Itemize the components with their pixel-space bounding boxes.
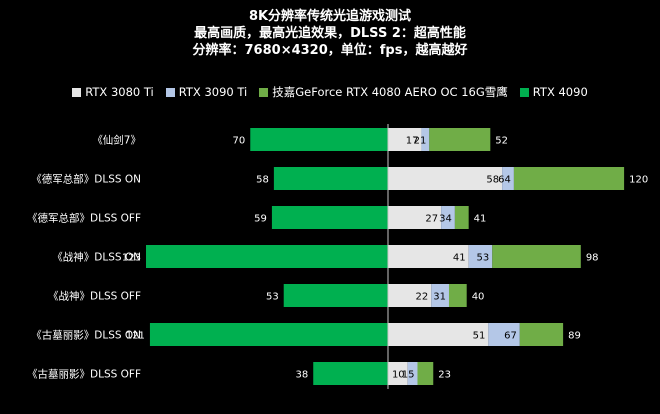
bar-rtx4090 [273, 167, 388, 190]
chart-title: 8K分辨率传统光追游戏测试 [248, 9, 412, 24]
chart-subtitle-2: 分辨率：7680×4320，单位：fps，越高越好 [192, 43, 468, 58]
value-label-inside: 34 [439, 214, 452, 225]
chart-titles: 8K分辨率传统光追游戏测试 最高画质，最高光追效果，DLSS 2：超高性能 分辨… [0, 8, 660, 59]
value-label-rtx4090: 59 [254, 214, 267, 225]
legend-swatch [519, 87, 529, 97]
bar-rtx3080ti [388, 167, 503, 190]
value-label-inside: 22 [416, 292, 429, 303]
legend-item-rtx4090: RTX 4090 [519, 84, 588, 100]
category-label: 《德军总部》DLSS ON [31, 173, 141, 186]
bar-rtx4090 [146, 245, 388, 268]
value-label-inside: 58 [486, 175, 499, 186]
bar-rtx3080ti [388, 245, 469, 268]
value-label-rtx4090: 58 [256, 175, 269, 186]
category-label: 《古墓丽影》DLSS ON [31, 329, 141, 342]
chart-legend: RTX 3080 Ti RTX 3090 Ti 技嘉GeForce RTX 40… [0, 84, 660, 100]
bar-rtx3080ti [388, 284, 432, 307]
value-label-inside: 31 [433, 292, 446, 303]
value-label-inside: 67 [504, 331, 517, 342]
category-label: 《仙剑7》 [92, 134, 141, 147]
bar-geforcertx4080aerooc16g [513, 167, 625, 190]
bar-rtx4090 [283, 284, 388, 307]
value-label-inside: 15 [402, 370, 415, 381]
value-label-rtx4080: 98 [586, 253, 599, 264]
value-label-inside: 51 [473, 331, 486, 342]
legend-item-rtx3090ti: RTX 3090 Ti [165, 84, 248, 100]
value-label-rtx4090: 121 [126, 331, 145, 342]
bar-rtx3080ti [388, 206, 442, 229]
bar-rtx4090 [271, 206, 388, 229]
category-label: 《德军总部》DLSS OFF [27, 212, 141, 225]
value-label-rtx4080: 23 [438, 370, 451, 381]
value-label-rtx4090: 70 [233, 136, 246, 147]
value-label-rtx4080: 52 [495, 136, 508, 147]
value-label-inside: 41 [453, 253, 466, 264]
value-label-rtx4080: 41 [474, 214, 487, 225]
value-label-rtx4090: 123 [122, 253, 141, 264]
legend-item-rtx3080ti: RTX 3080 Ti [72, 84, 154, 100]
category-label: 《战神》DLSS ON [52, 251, 141, 264]
bar-rtx3080ti [388, 362, 408, 385]
legend-label: RTX 4090 [532, 85, 588, 99]
bar-rtx4090 [250, 128, 388, 151]
bar-geforcertx4080aerooc16g [519, 323, 564, 346]
bar-rtx3090ti [421, 128, 430, 151]
legend-swatch [72, 87, 82, 97]
bar-rtx3080ti [388, 323, 489, 346]
bar-rtx3090ti [468, 245, 493, 268]
bar-geforcertx4080aerooc16g [448, 284, 467, 307]
bar-geforcertx4080aerooc16g [454, 206, 469, 229]
value-label-rtx4080: 120 [629, 175, 648, 186]
bar-rtx3090ti [407, 362, 418, 385]
value-label-rtx4080: 40 [472, 292, 485, 303]
value-label-inside: 27 [425, 214, 438, 225]
value-label-rtx4080: 89 [568, 331, 581, 342]
bar-rtx3090ti [431, 284, 449, 307]
category-label: 《战神》DLSS OFF [48, 290, 141, 303]
value-label-inside: 17 [406, 136, 419, 147]
bar-geforcertx4080aerooc16g [417, 362, 434, 385]
category-label: 《古墓丽影》DLSS OFF [27, 368, 141, 381]
value-label-rtx4090: 38 [296, 370, 309, 381]
legend-label: RTX 3090 Ti [178, 85, 248, 99]
value-label-inside: 64 [498, 175, 511, 186]
legend-swatch [259, 87, 269, 97]
chart-subtitle-1: 最高画质，最高光追效果，DLSS 2：超高性能 [194, 26, 466, 41]
bar-rtx3090ti [502, 167, 514, 190]
value-label-inside: 21 [414, 136, 427, 147]
bar-rtx4090 [149, 323, 388, 346]
legend-label: RTX 3080 Ti [85, 85, 154, 99]
legend-swatch [165, 87, 175, 97]
legend-item-rtx4080: 技嘉GeForce RTX 4080 AERO OC 16G雪鹰 [259, 84, 508, 100]
bar-rtx3090ti [441, 206, 455, 229]
bar-rtx3080ti [388, 128, 422, 151]
bar-geforcertx4080aerooc16g [429, 128, 491, 151]
value-label-inside: 10 [392, 370, 405, 381]
bar-rtx4090 [313, 362, 388, 385]
value-label-inside: 53 [477, 253, 490, 264]
bar-rtx3090ti [488, 323, 520, 346]
value-label-rtx4090: 53 [266, 292, 279, 303]
bar-geforcertx4080aerooc16g [492, 245, 581, 268]
legend-label: 技嘉GeForce RTX 4080 AERO OC 16G雪鹰 [272, 85, 508, 99]
